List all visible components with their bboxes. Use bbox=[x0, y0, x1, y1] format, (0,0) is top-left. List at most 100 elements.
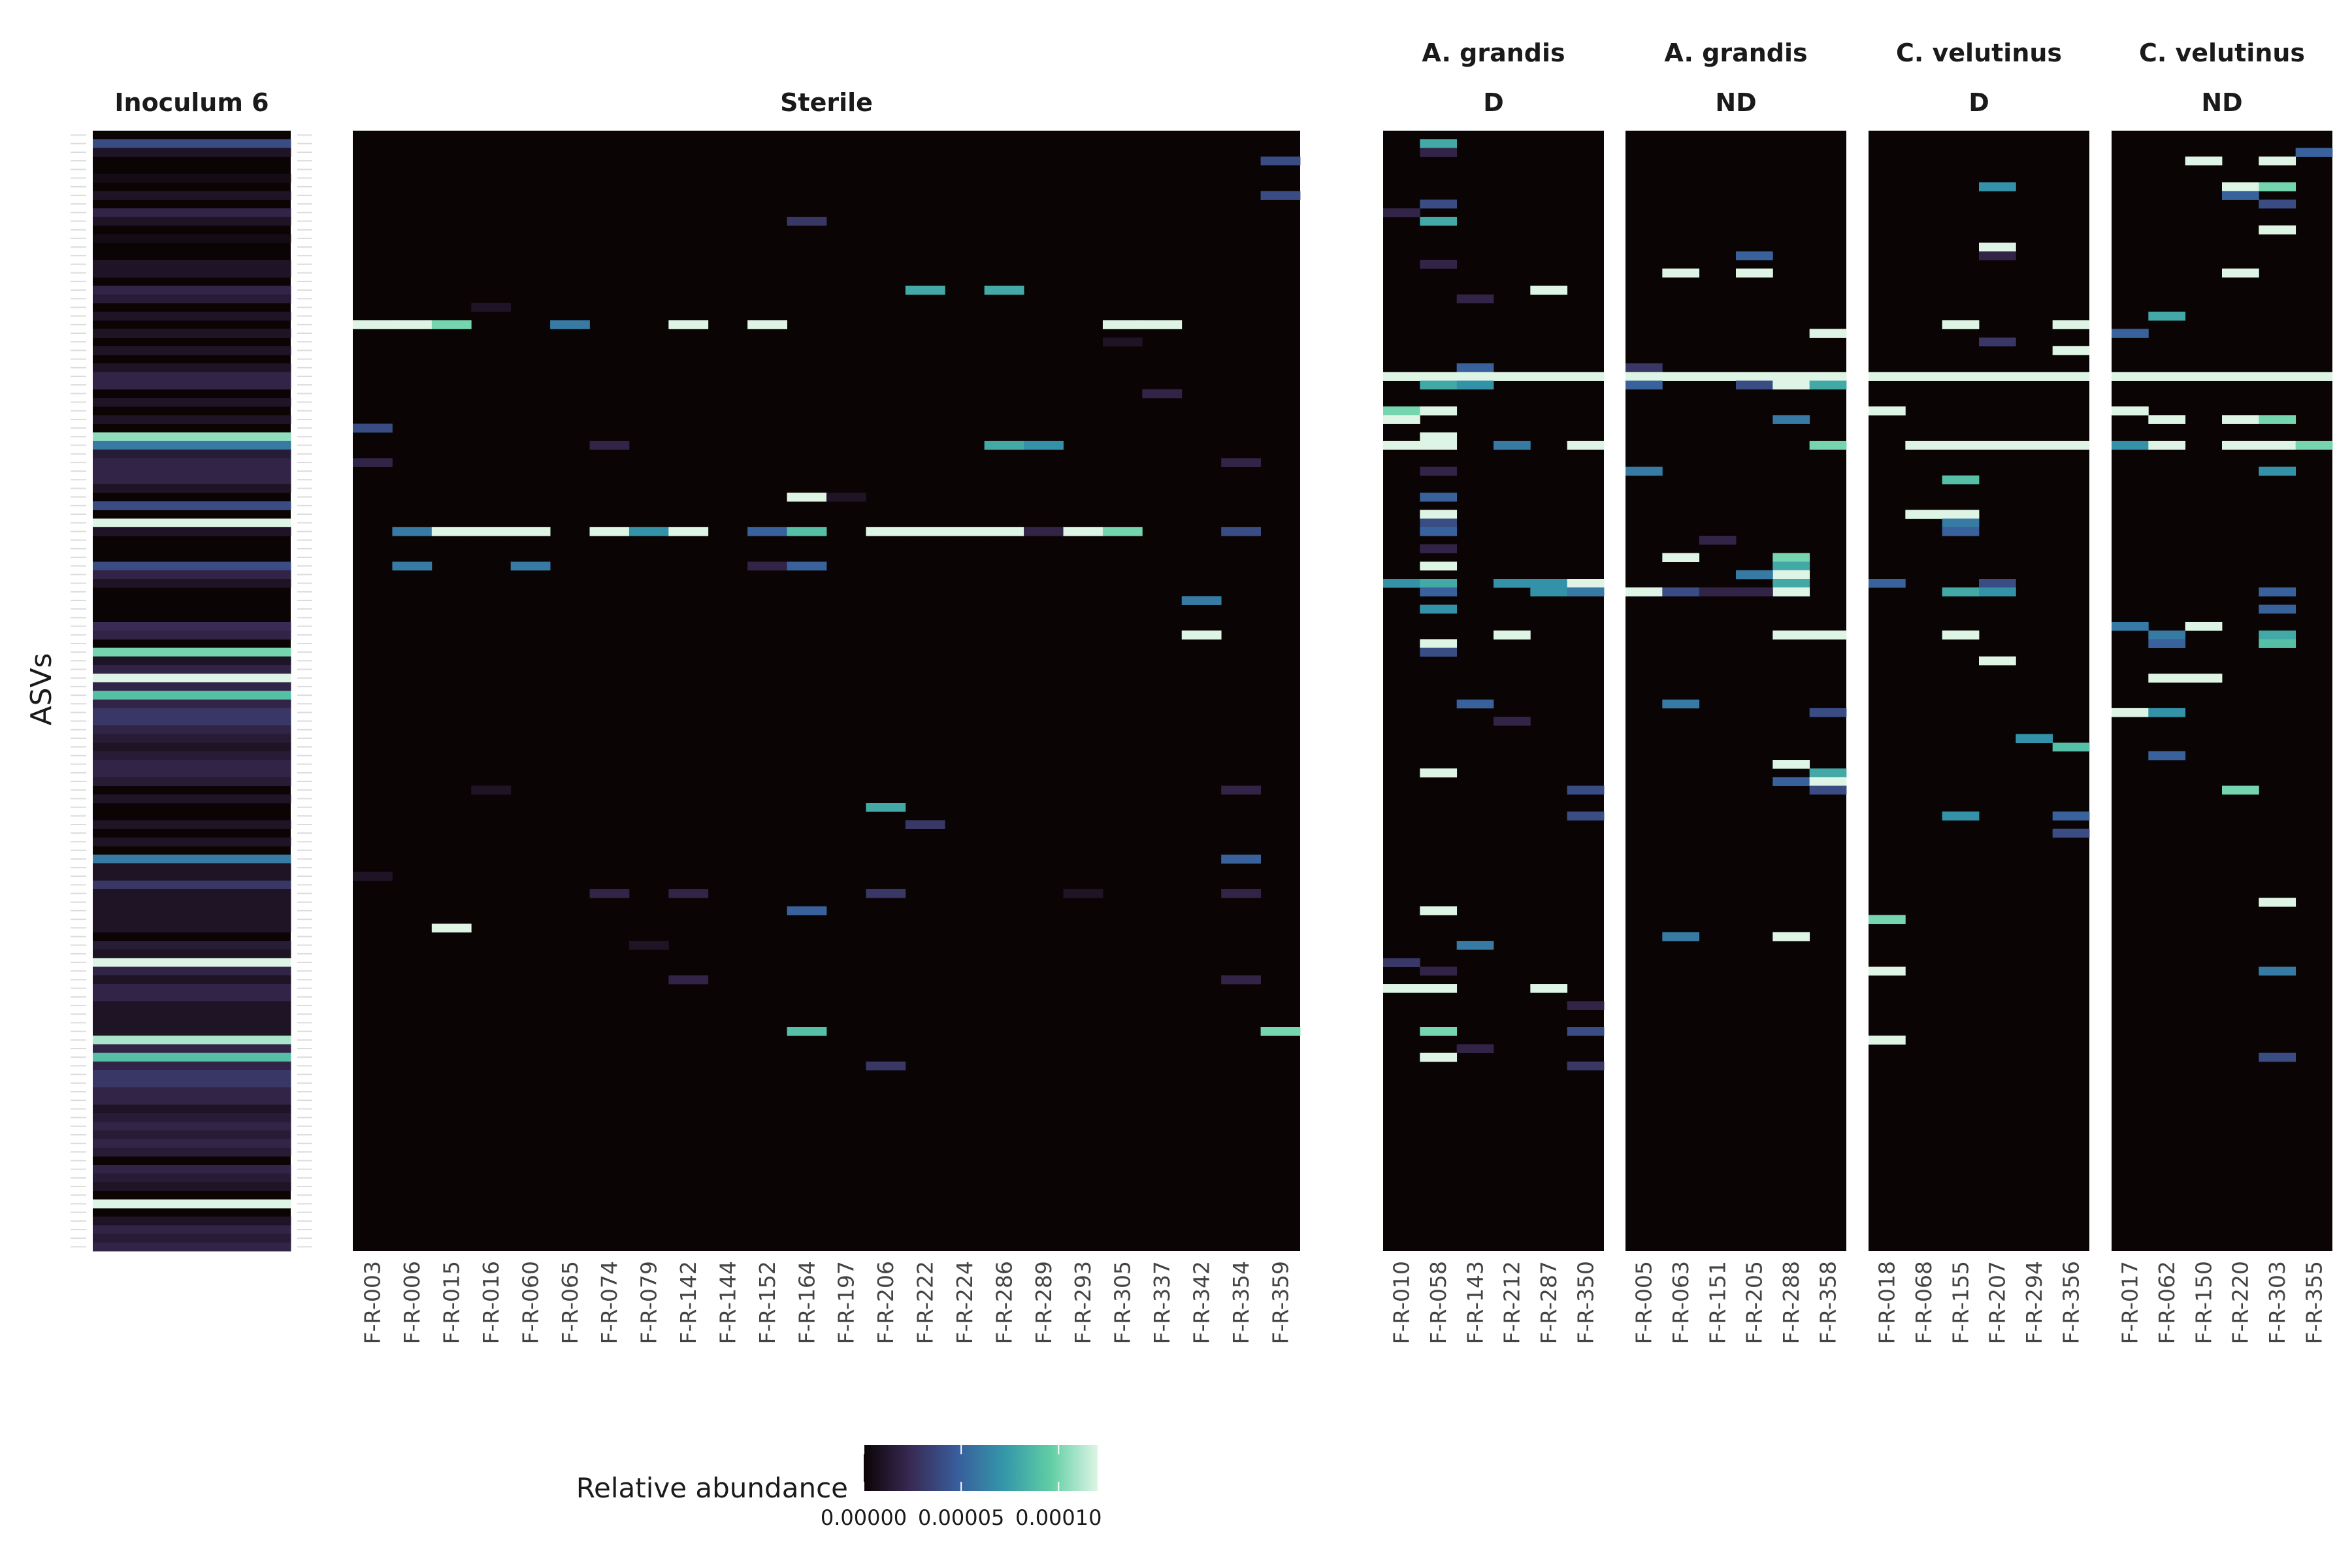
heatmap-cell bbox=[1420, 139, 1458, 148]
panel-background bbox=[1869, 131, 2089, 1251]
heatmap-cell bbox=[2016, 734, 2053, 743]
heatmap-cell bbox=[1420, 199, 1458, 209]
heatmap-cell bbox=[93, 777, 291, 787]
heatmap-cell bbox=[1420, 432, 1458, 442]
heatmap-cell bbox=[1420, 768, 1458, 777]
column-label: F-R-015 bbox=[439, 1261, 465, 1344]
heatmap-cell bbox=[93, 579, 291, 588]
heatmap-cell bbox=[93, 656, 291, 666]
heatmap-cell bbox=[945, 527, 985, 536]
heatmap-cell bbox=[2295, 148, 2333, 157]
column-label: F-R-017 bbox=[2117, 1261, 2143, 1344]
heatmap-cell bbox=[2259, 225, 2296, 235]
heatmap-cell bbox=[1181, 596, 1222, 605]
heatmap-cell bbox=[1736, 587, 1773, 596]
column-label: F-R-005 bbox=[1631, 1261, 1657, 1344]
column-label: F-R-152 bbox=[755, 1261, 780, 1344]
heatmap-cell bbox=[866, 1061, 906, 1071]
heatmap-cell bbox=[93, 906, 291, 915]
heatmap-cell bbox=[1530, 984, 1568, 993]
heatmap-cell bbox=[93, 941, 291, 950]
heatmap-cell bbox=[93, 561, 291, 571]
heatmap-cell bbox=[93, 1104, 291, 1114]
heatmap-cell bbox=[93, 923, 291, 933]
heatmap-cell bbox=[93, 363, 291, 372]
panel-ag-d: A. grandis D F-R-010 F-R-058 F-R-143 F-R-212 F… bbox=[1383, 39, 1605, 1344]
heatmap-cell bbox=[93, 768, 291, 777]
heatmap-cell bbox=[984, 286, 1024, 295]
heatmap-cell bbox=[1102, 337, 1143, 347]
heatmap-cell bbox=[93, 1182, 291, 1192]
column-label: F-R-287 bbox=[1536, 1261, 1561, 1344]
column-label: F-R-018 bbox=[1874, 1261, 1900, 1344]
heatmap-cell bbox=[2052, 372, 2090, 381]
heatmap-cell bbox=[1979, 372, 2016, 381]
column-label: F-R-142 bbox=[676, 1261, 701, 1344]
heatmap-cell bbox=[2259, 156, 2296, 166]
column-label: F-R-350 bbox=[1573, 1261, 1598, 1344]
heatmap-cell bbox=[93, 346, 291, 355]
heatmap-cell bbox=[1456, 372, 1494, 381]
column-label: F-R-164 bbox=[794, 1261, 819, 1344]
heatmap-cell bbox=[93, 1165, 291, 1174]
heatmap-cell bbox=[1420, 216, 1458, 226]
heatmap-cell bbox=[93, 1044, 291, 1053]
heatmap-cell bbox=[471, 527, 512, 536]
heatmap-cell bbox=[550, 320, 590, 329]
heatmap-cell bbox=[1662, 932, 1700, 941]
heatmap-cell bbox=[1979, 587, 2016, 596]
heatmap-cell bbox=[1456, 941, 1494, 950]
heatmap-cell bbox=[1662, 553, 1700, 563]
heatmap-cell bbox=[1772, 579, 1810, 588]
panel-strip-label: ND bbox=[2201, 88, 2242, 117]
heatmap-cell bbox=[2259, 966, 2296, 976]
heatmap-cell bbox=[93, 1036, 291, 1045]
heatmap-cell bbox=[1809, 630, 1847, 640]
heatmap-cell bbox=[93, 855, 291, 864]
heatmap-cell bbox=[1221, 458, 1261, 467]
heatmap-cell bbox=[1260, 1027, 1301, 1036]
panel-cv-nd: C. velutinus ND F-R-017 F-R-062 F-R-150 F-R-2… bbox=[2112, 39, 2333, 1344]
heatmap-cell bbox=[1221, 975, 1261, 985]
heatmap-cell bbox=[1942, 630, 1980, 640]
heatmap-cell bbox=[1567, 785, 1605, 795]
heatmap-cell bbox=[866, 803, 906, 812]
heatmap-cell bbox=[2295, 440, 2333, 450]
heatmap-cell bbox=[93, 1009, 291, 1019]
heatmap-cell bbox=[2259, 604, 2296, 614]
heatmap-cell bbox=[510, 527, 551, 536]
heatmap-cell bbox=[1567, 1061, 1605, 1071]
heatmap-cell bbox=[93, 760, 291, 769]
column-label: F-R-206 bbox=[873, 1261, 898, 1344]
heatmap-cell bbox=[93, 191, 291, 200]
heatmap-cell bbox=[431, 923, 472, 933]
heatmap-cell bbox=[93, 570, 291, 580]
heatmap-cell bbox=[1530, 286, 1568, 295]
heatmap-cell bbox=[1063, 889, 1103, 898]
heatmap-cell bbox=[93, 312, 291, 321]
heatmap-cell bbox=[2148, 312, 2186, 321]
heatmap-cell bbox=[93, 1122, 291, 1131]
heatmap-cell bbox=[2222, 269, 2259, 278]
column-label: F-R-354 bbox=[1228, 1261, 1254, 1344]
heatmap-cell bbox=[905, 286, 945, 295]
heatmap-cell bbox=[93, 440, 291, 450]
heatmap-cell bbox=[93, 682, 291, 691]
heatmap-cell bbox=[1102, 527, 1143, 536]
heatmap-cell bbox=[93, 1027, 291, 1036]
heatmap-cell bbox=[93, 294, 291, 304]
heatmap-cell bbox=[1662, 372, 1700, 381]
heatmap-cell bbox=[392, 320, 433, 329]
panel-strip-label: D bbox=[1483, 88, 1504, 117]
heatmap-cell bbox=[1736, 269, 1773, 278]
heatmap-cell bbox=[93, 216, 291, 226]
heatmap-cell bbox=[1567, 1001, 1605, 1011]
heatmap-cell bbox=[1420, 639, 1458, 648]
heatmap-cell bbox=[93, 699, 291, 709]
heatmap-cell bbox=[1772, 380, 1810, 390]
heatmap-cell bbox=[93, 734, 291, 743]
heatmap-cell bbox=[1905, 372, 1943, 381]
heatmap-cell bbox=[93, 898, 291, 907]
heatmap-cell bbox=[1699, 587, 1737, 596]
heatmap-cell bbox=[93, 1070, 291, 1079]
